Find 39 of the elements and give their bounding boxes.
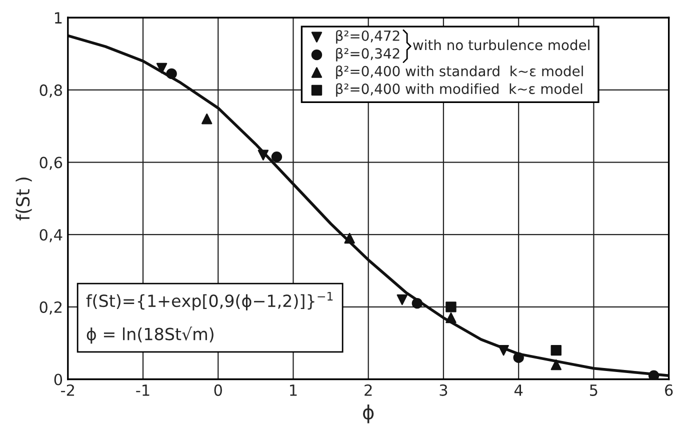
y-tick-label: 0 [54,374,62,386]
point [550,344,562,356]
point [446,312,456,324]
point [498,344,509,356]
legend-label: β²=0,472 [336,30,400,44]
x-tick-label: 0 [214,384,222,396]
point [166,68,177,80]
point [344,232,355,244]
x-tick-label: 3 [440,384,448,396]
point [412,298,423,309]
point [550,359,562,370]
point [202,114,212,124]
x-tick-label: 1 [290,384,297,396]
annotation: with no turbulence model [413,40,590,50]
x-tick-label: 6 [665,384,673,396]
y-tick-label: 0,6 [40,156,62,170]
point [156,62,168,74]
annotation: ϕ = ln(18St√m) [86,326,214,344]
point [648,370,660,380]
legend-label: β²=0,400 with modified k~ε model [336,83,582,97]
point [396,294,408,306]
legend-label: β²=0,342 [336,48,400,62]
legend-label: β²=0,400 with standard k~ε model [336,66,583,80]
x-tick-label: 4 [514,384,523,396]
y-tick-label: 0,8 [40,84,62,98]
x-tick-label: 5 [590,384,598,396]
y-tick-label: 0,4 [40,229,62,242]
y-tick-label: 1 [54,12,62,24]
x-tick-label: -2 [61,384,74,396]
x-tick-label: 2 [364,384,372,396]
y-axis-title: f(St ) [16,178,32,220]
y-tick-label: 0,2 [40,301,62,315]
point [258,150,269,160]
point [271,152,282,162]
point [446,302,456,312]
x-tick-label: -1 [136,384,150,396]
x-axis-title: ϕ [363,404,374,424]
point [513,352,524,363]
annotation: f(St)={1+exp[0,9(ϕ−1,2)]}$^{−1}$ [86,292,333,310]
